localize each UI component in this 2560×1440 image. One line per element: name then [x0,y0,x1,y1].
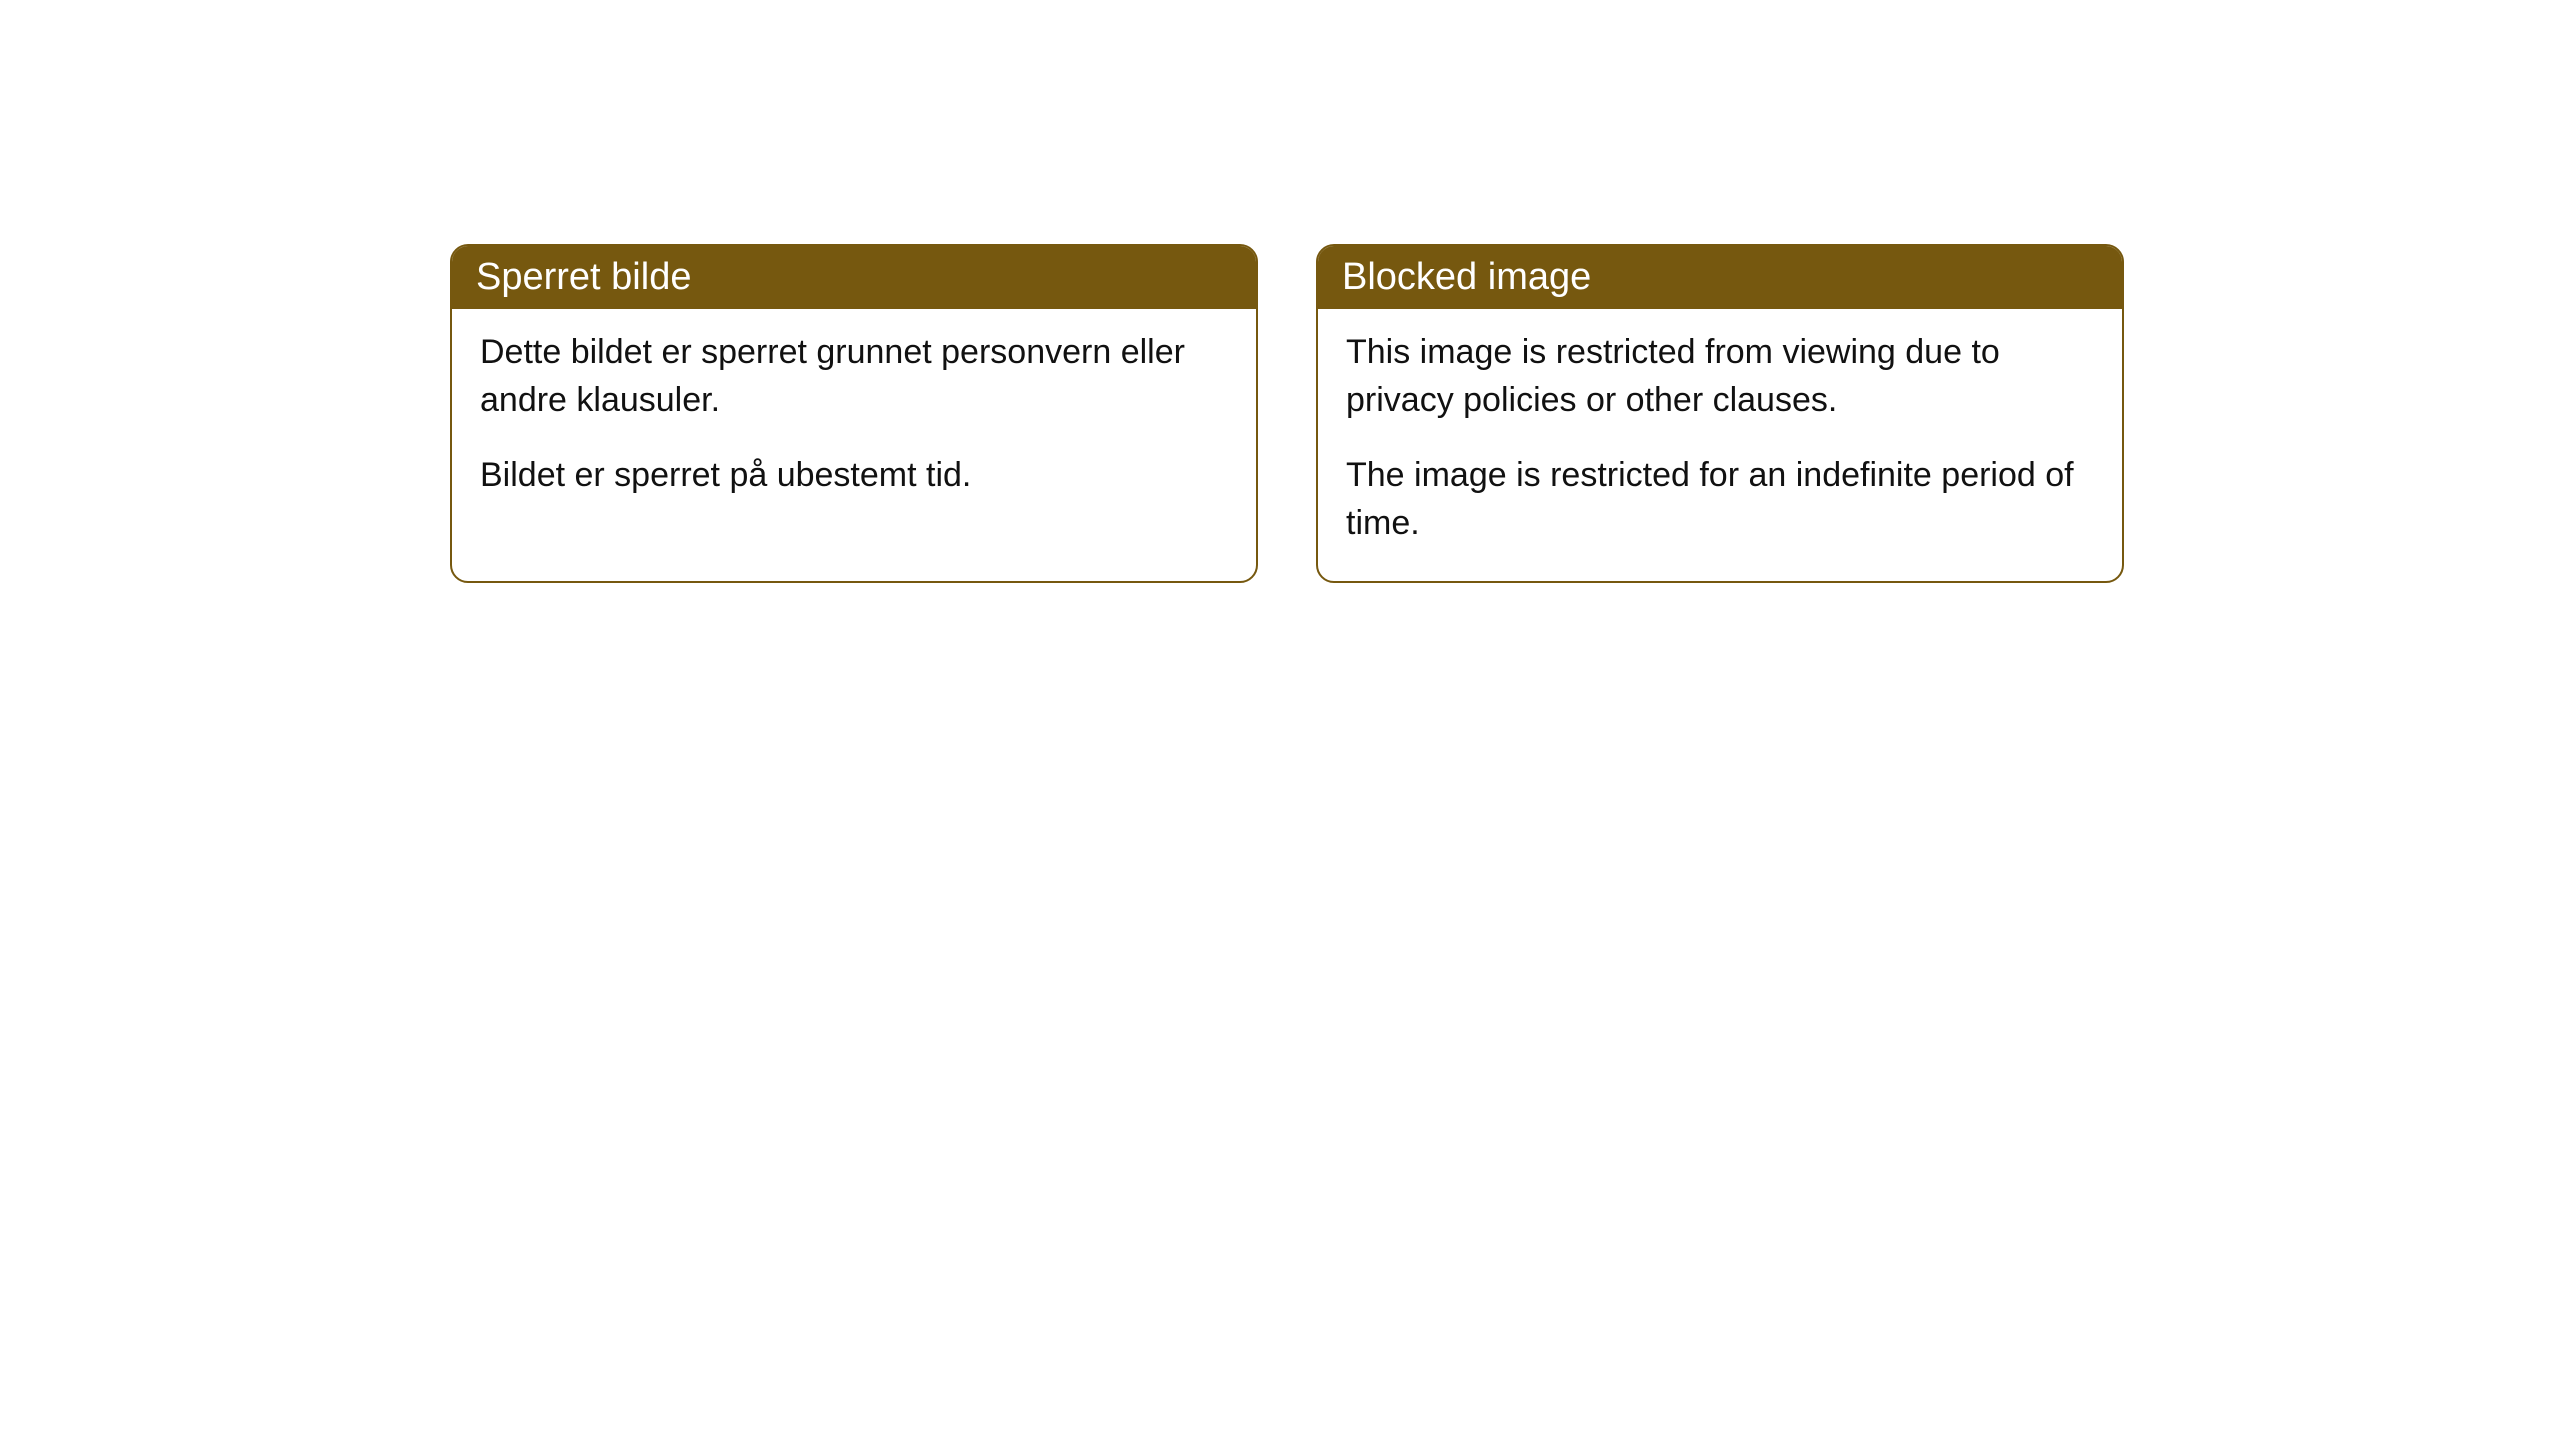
card-title: Sperret bilde [476,256,691,298]
card-header: Sperret bilde [452,246,1256,309]
blocked-image-card-english: Blocked image This image is restricted f… [1316,244,2124,583]
card-body: Dette bildet er sperret grunnet personve… [452,309,1256,534]
card-body: This image is restricted from viewing du… [1318,309,2122,581]
card-paragraph: Dette bildet er sperret grunnet personve… [480,329,1228,424]
card-title: Blocked image [1342,256,1591,298]
card-paragraph: Bildet er sperret på ubestemt tid. [480,452,1228,500]
card-paragraph: This image is restricted from viewing du… [1346,329,2094,424]
card-paragraph: The image is restricted for an indefinit… [1346,452,2094,547]
blocked-image-card-norwegian: Sperret bilde Dette bildet er sperret gr… [450,244,1258,583]
card-header: Blocked image [1318,246,2122,309]
notice-cards-container: Sperret bilde Dette bildet er sperret gr… [450,244,2124,583]
